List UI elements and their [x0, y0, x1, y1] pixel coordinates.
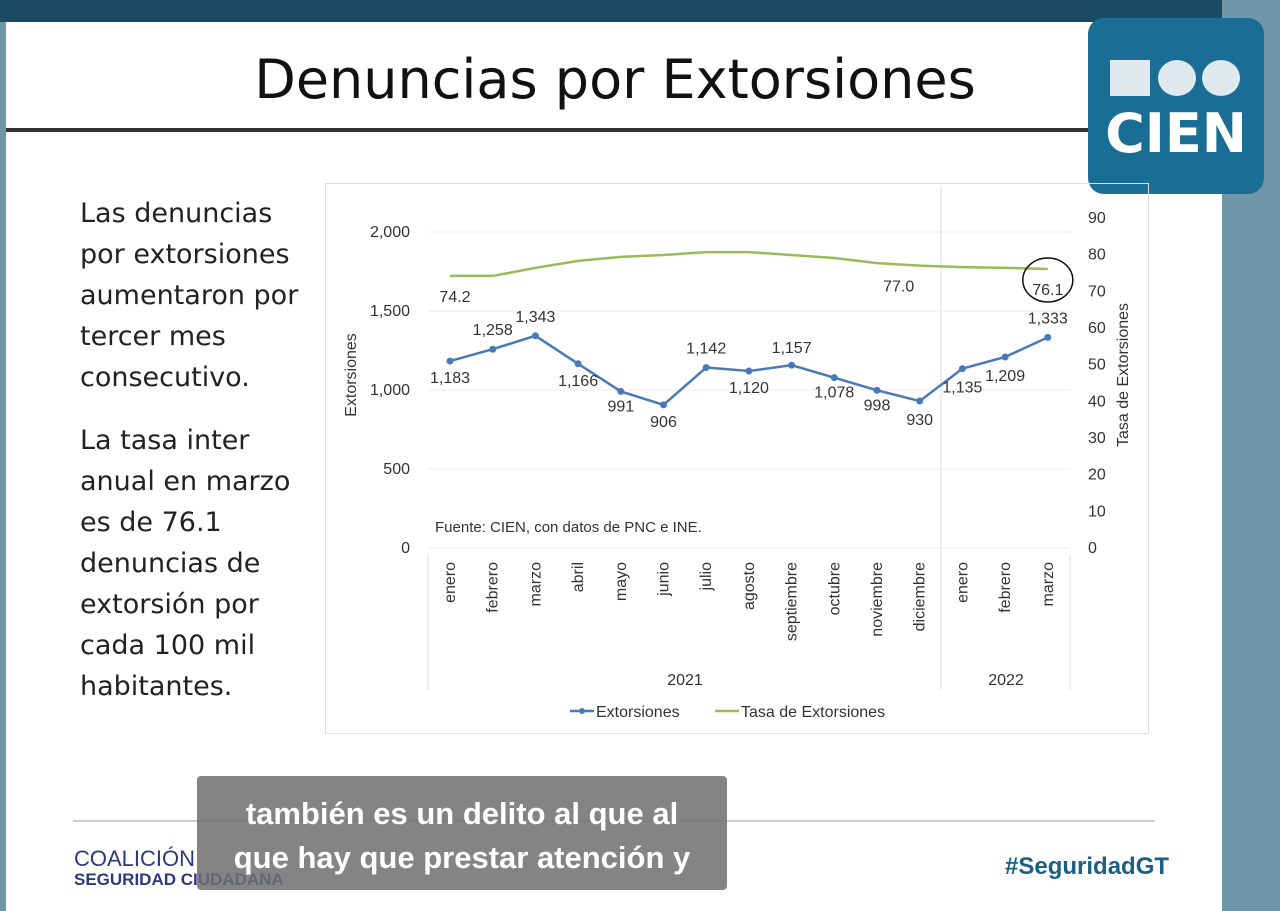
- data-label: 1,142: [686, 341, 726, 358]
- x-tick-label: febrero: [485, 562, 502, 613]
- x-tick-label: julio: [698, 562, 715, 592]
- chart-frame: [325, 183, 1149, 734]
- slide: [6, 0, 1222, 911]
- highlight-circle: [1022, 257, 1074, 303]
- data-label: 1,135: [942, 380, 982, 397]
- caption-line: también es un delito al que al: [245, 796, 679, 831]
- data-label: 1,078: [814, 385, 854, 402]
- y-tick-label: 1,500: [370, 303, 410, 320]
- data-label: 1,209: [985, 368, 1025, 385]
- extorsiones-point: [660, 401, 667, 409]
- y-tick-label: 2,000: [370, 224, 410, 241]
- data-label: 1,166: [558, 373, 598, 390]
- data-label: 930: [906, 412, 933, 429]
- y-tick-label: 1,000: [370, 382, 410, 399]
- data-label: 1,157: [772, 340, 812, 357]
- tasa-line: [450, 250, 1048, 278]
- y2-tick-label: 80: [1088, 247, 1106, 264]
- x-tick-label: marzo: [527, 562, 544, 607]
- x-tick-label: mayo: [613, 562, 630, 601]
- extorsiones-point: [873, 386, 881, 394]
- x-tick-label: octubre: [826, 562, 843, 615]
- x-tick-label: marzo: [1040, 562, 1057, 607]
- y-tick-label: 0: [401, 540, 410, 557]
- legend-label: Tasa de Extorsiones: [741, 704, 885, 721]
- x-tick-label: junio: [656, 562, 673, 597]
- extorsiones-point: [1044, 333, 1052, 341]
- paragraph: La tasa inter anual en marzo es de 76.1 …: [80, 425, 291, 702]
- extorsiones-point: [702, 364, 710, 372]
- top-bar: [0, 0, 1222, 22]
- tasa-data-label: 74.2: [439, 289, 470, 306]
- y2-tick-label: 40: [1088, 393, 1106, 410]
- data-label: 1,258: [473, 322, 513, 339]
- extorsiones-point: [531, 332, 539, 340]
- legend-marker-icon: [579, 708, 585, 714]
- y2-tick-label: 10: [1088, 503, 1106, 520]
- extorsiones-point: [617, 387, 625, 395]
- extorsiones-point: [1001, 353, 1009, 361]
- video-caption: también es un delito al que al que hay qu…: [197, 776, 727, 890]
- body-text: Las denuncias por extorsiones aumentaron…: [80, 193, 320, 729]
- x-tick-label: noviembre: [869, 562, 886, 637]
- source-note: Fuente: CIEN, con datos de PNC e INE.: [435, 519, 702, 536]
- year-label: 2021: [667, 672, 703, 689]
- extorsiones-point: [958, 365, 966, 373]
- cien-logo: CIEN: [1088, 18, 1264, 194]
- extorsiones-point: [489, 345, 497, 353]
- caption-line: que hay que prestar atención y: [233, 840, 691, 875]
- hashtag: #SeguridadGT: [1005, 853, 1170, 880]
- y2-tick-label: 70: [1088, 283, 1106, 300]
- y2-tick-label: 90: [1088, 210, 1106, 227]
- x-tick-label: febrero: [997, 562, 1014, 613]
- y-axis-title: Extorsiones: [343, 333, 360, 417]
- title-divider: [6, 128, 1096, 132]
- x-tick-label: abril: [570, 562, 587, 592]
- extorsiones-point: [830, 374, 838, 382]
- y-tick-label: 500: [383, 461, 410, 478]
- data-label: 906: [650, 414, 677, 431]
- legend-label: Extorsiones: [596, 704, 680, 721]
- y2-tick-label: 50: [1088, 357, 1106, 374]
- extorsiones-point: [574, 360, 582, 368]
- paragraph: Las denuncias por extorsiones aumentaron…: [80, 198, 299, 393]
- slide-title: Denuncias por Extorsiones: [254, 48, 976, 111]
- data-label: 998: [864, 397, 891, 414]
- extorsiones-point: [446, 357, 454, 365]
- tasa-data-label: 76.1: [1032, 282, 1063, 299]
- y2-tick-label: 20: [1088, 467, 1106, 484]
- coalition-logo-line1: COALICIÓN: [74, 846, 196, 871]
- x-tick-label: diciembre: [912, 562, 929, 631]
- data-label: 1,333: [1028, 310, 1068, 327]
- extorsiones-point: [916, 397, 924, 405]
- x-tick-label: agosto: [741, 562, 758, 610]
- tasa-data-label: 77.0: [883, 279, 914, 296]
- data-label: 1,120: [729, 380, 769, 397]
- y2-tick-label: 60: [1088, 320, 1106, 337]
- x-tick-label: septiembre: [784, 562, 801, 641]
- data-label: 1,343: [515, 309, 555, 326]
- extorsiones-point: [745, 367, 753, 375]
- extorsiones-point: [788, 361, 796, 369]
- data-label: 991: [607, 398, 634, 415]
- data-label: 1,183: [430, 370, 470, 387]
- y2-tick-label: 30: [1088, 430, 1106, 447]
- y2-tick-label: 0: [1088, 540, 1097, 557]
- x-tick-label: enero: [954, 562, 971, 603]
- year-label: 2022: [988, 672, 1024, 689]
- x-tick-label: enero: [442, 562, 459, 603]
- y2-axis-title: Tasa de Extorsiones: [1115, 303, 1132, 447]
